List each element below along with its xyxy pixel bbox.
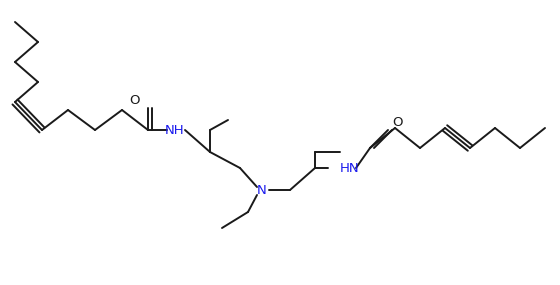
Text: O: O bbox=[129, 93, 140, 107]
Text: N: N bbox=[257, 184, 267, 196]
Text: HN: HN bbox=[340, 162, 360, 174]
Text: NH: NH bbox=[165, 123, 185, 137]
Text: O: O bbox=[392, 115, 403, 129]
